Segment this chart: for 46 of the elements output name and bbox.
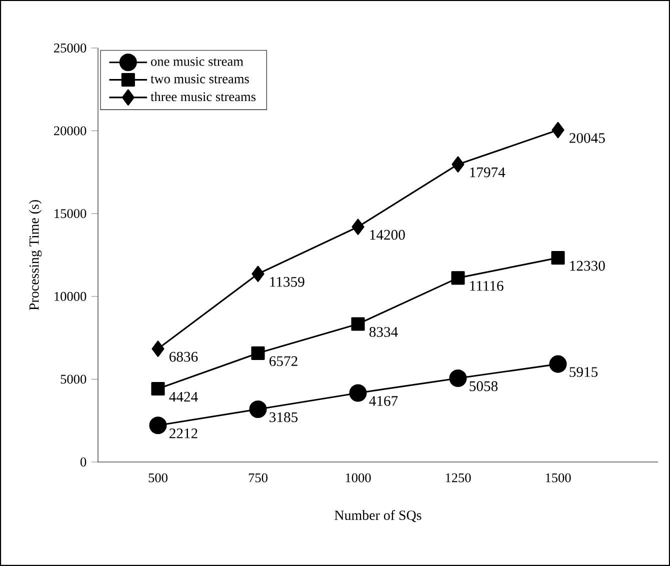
point (452, 156, 464, 172)
x-tick-label: 1000 (346, 473, 371, 482)
y-tick-label: 20000 (54, 126, 86, 136)
legend-label: one music stream (151, 56, 244, 66)
data-label: 4424 (169, 392, 198, 402)
x-tick-label: 750 (248, 473, 268, 482)
legend-label: three music streams (150, 92, 256, 102)
point (251, 346, 265, 360)
data-label: 5915 (570, 367, 598, 377)
y-tick-label: 25000 (54, 44, 86, 52)
point (151, 382, 165, 396)
data-label: 6836 (170, 352, 198, 362)
y-tick-label: 15000 (54, 209, 86, 218)
y-tick-label: 0 (80, 458, 86, 466)
data-label: 4167 (369, 396, 398, 406)
point (152, 340, 164, 357)
point (249, 400, 267, 418)
x-axis-title: Number of SQs (334, 510, 422, 522)
y-axis-title: Processing Time (s) (29, 200, 42, 310)
data-label: 6572 (270, 356, 298, 366)
y-tick-label: 5000 (60, 374, 86, 384)
point (451, 271, 465, 285)
point (551, 251, 565, 265)
data-label: 14200 (370, 230, 405, 240)
y-tick-label: 10000 (54, 292, 86, 301)
data-label: 8334 (369, 327, 398, 337)
point (149, 416, 167, 434)
data-label: 11359 (270, 276, 304, 287)
data-label: 11116 (470, 280, 504, 291)
data-label: 2212 (170, 428, 198, 438)
x-tick-label: 1250 (446, 473, 471, 482)
point (549, 355, 567, 373)
data-label: 17974 (470, 167, 506, 178)
data-label: 3185 (270, 412, 298, 422)
point (352, 218, 364, 235)
point (351, 317, 365, 331)
data-label: 5058 (470, 381, 498, 392)
point (552, 122, 564, 138)
x-tick-label: 1500 (546, 473, 571, 482)
data-label: 20045 (570, 133, 605, 143)
legend-label: two music streams (150, 74, 249, 84)
point (252, 266, 264, 282)
point (349, 384, 367, 402)
x-tick-label: 500 (148, 473, 168, 482)
data-label: 12330 (570, 260, 605, 271)
point (449, 369, 467, 388)
